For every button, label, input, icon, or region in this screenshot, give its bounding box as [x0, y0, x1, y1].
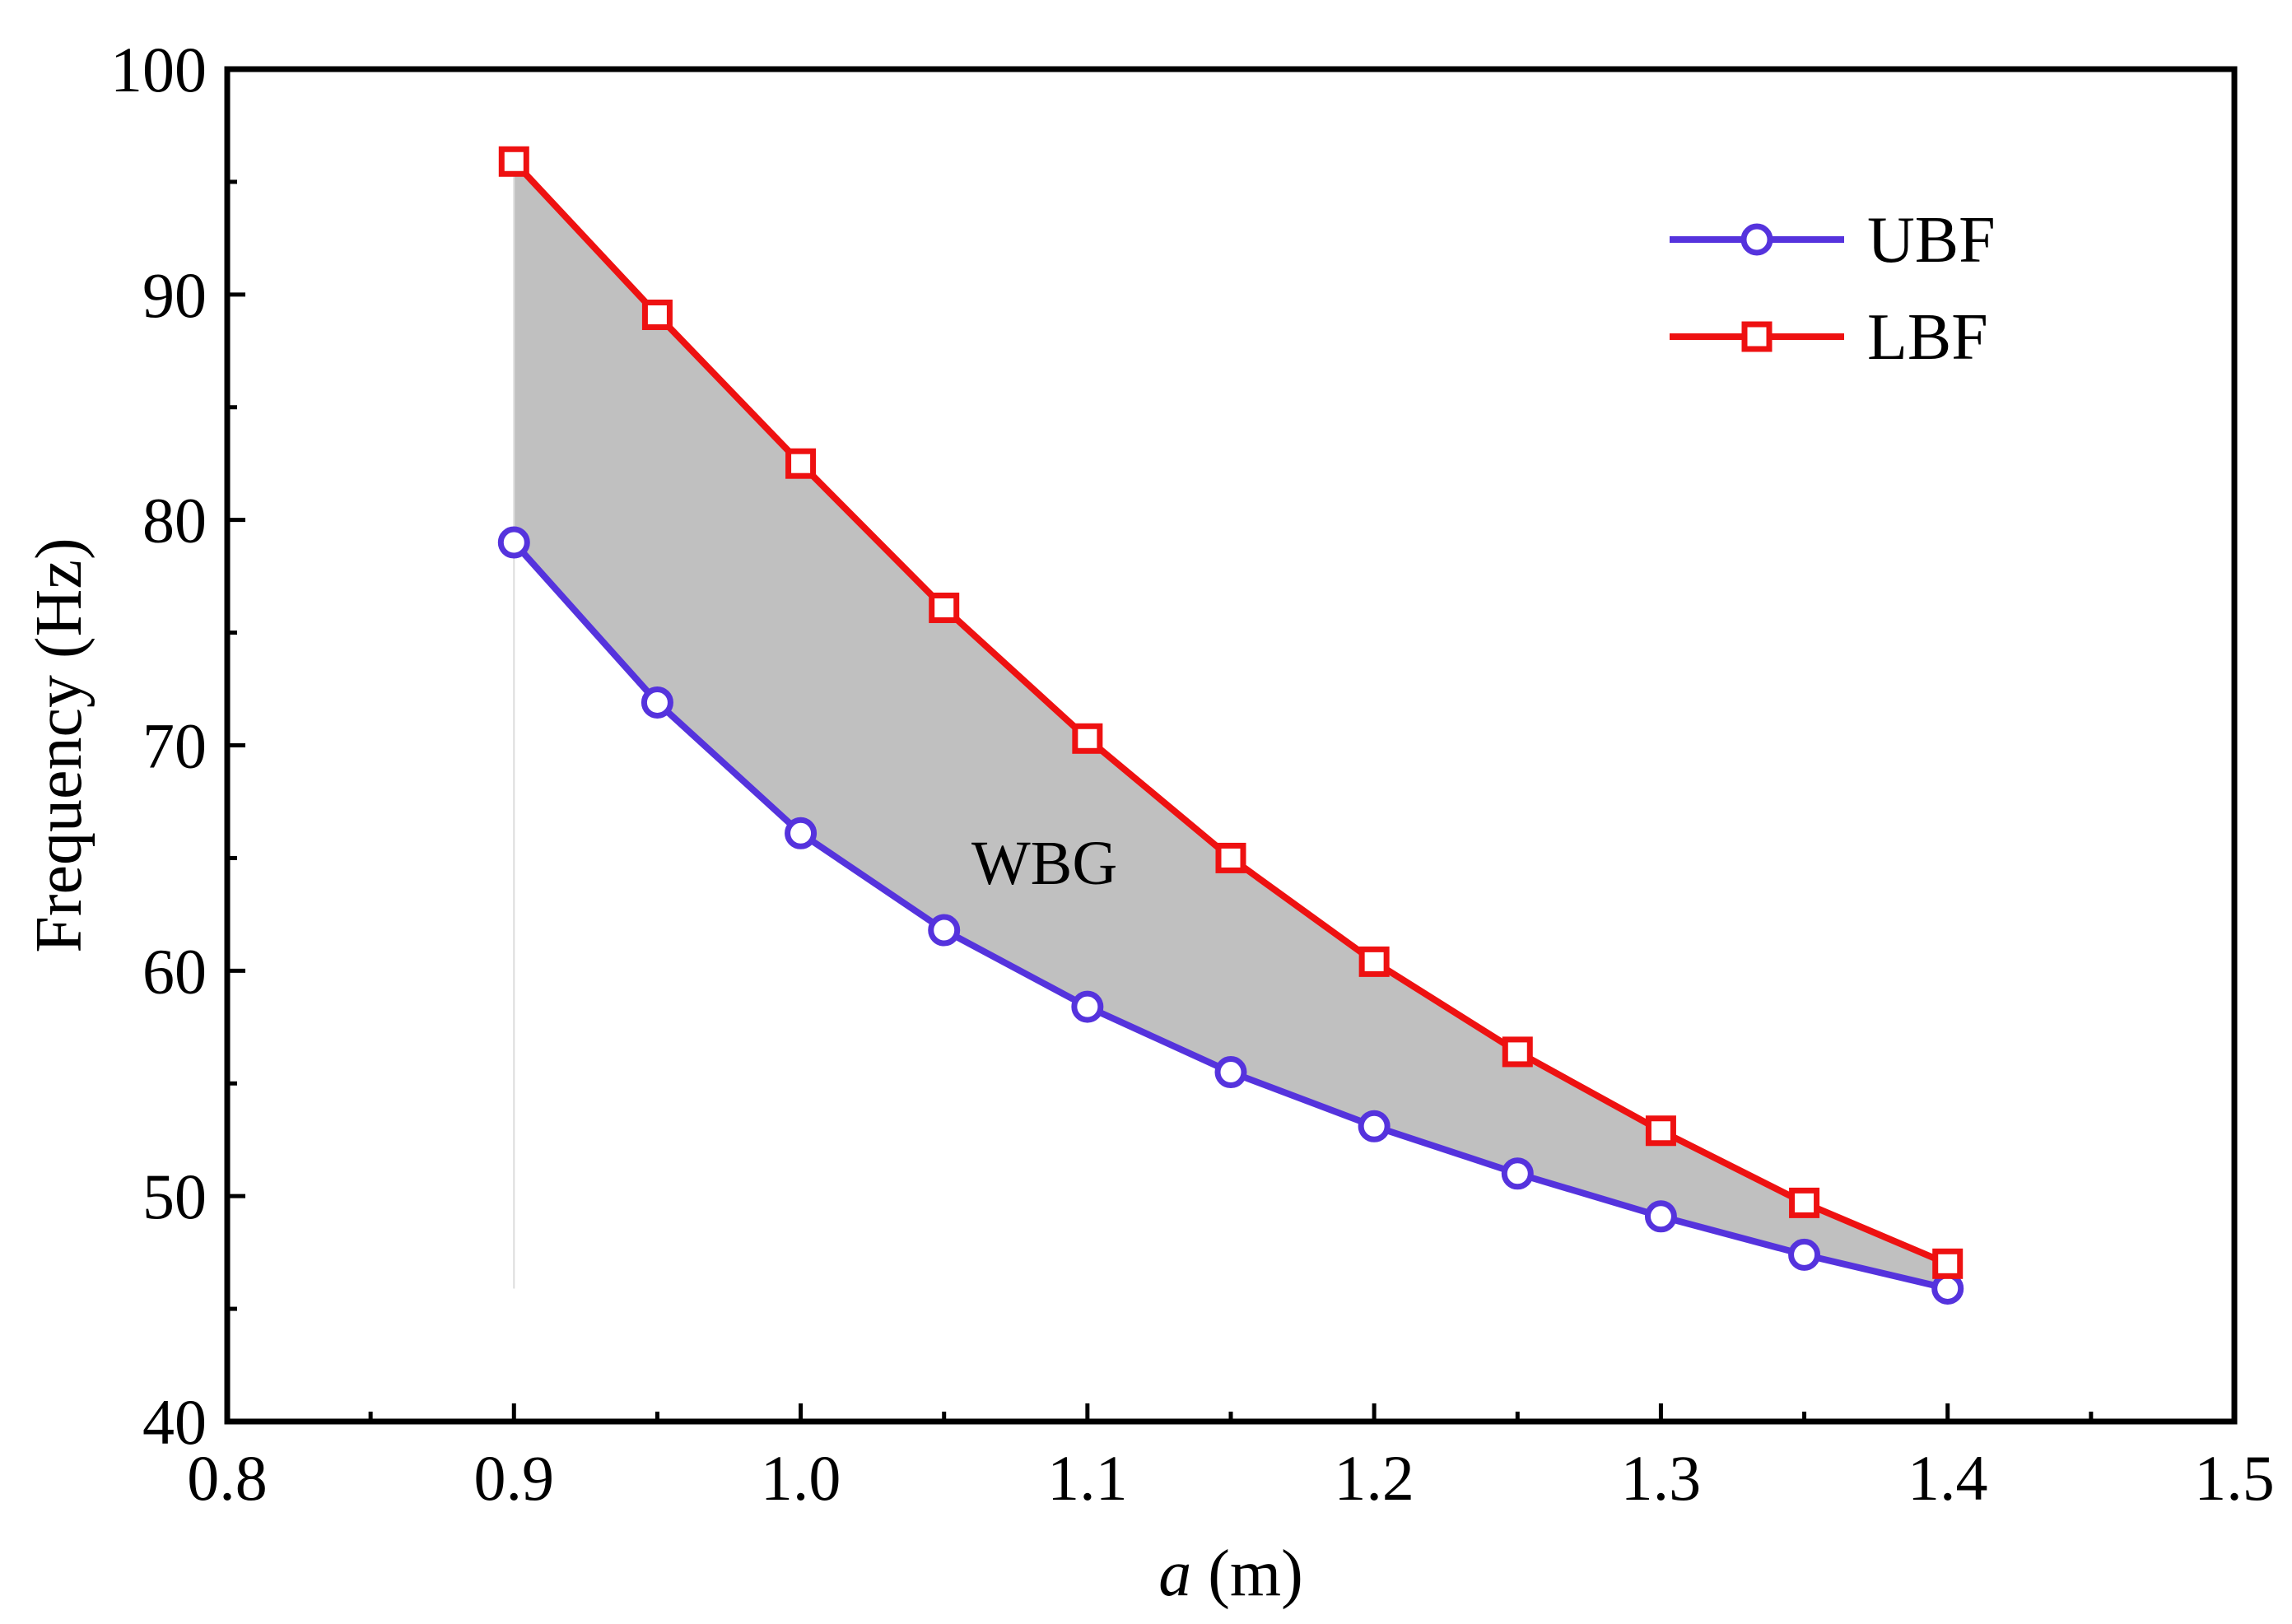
point-lbf	[1932, 1248, 1964, 1279]
series-ubf	[497, 526, 1964, 1305]
point-lbf	[785, 448, 817, 479]
y-tick-label: 90	[142, 259, 207, 331]
ticks-layer: 0.8 0.9 1.0 1.1 1.2 1.3 1.4 1.5 40 50 60 70 80 90 100	[110, 34, 2275, 1514]
y-tick-label: 70	[142, 710, 207, 782]
point-ubf	[497, 526, 530, 559]
band-label-wbg: WBG	[971, 829, 1117, 898]
x-tick-label: 1.4	[1908, 1442, 1988, 1514]
point-lbf	[1072, 723, 1103, 754]
legend-label-lbf: LBF	[1867, 301, 1988, 374]
x-tick-label: 1.3	[1621, 1442, 1702, 1514]
point-lbf	[498, 146, 529, 177]
legend-label-ubf: UBF	[1867, 204, 1996, 277]
point-ubf	[1071, 990, 1104, 1023]
x-axis-label-variable: a	[1158, 1538, 1191, 1610]
legend-marker-ubf	[1740, 223, 1773, 256]
point-ubf	[785, 817, 818, 849]
y-tick-label: 80	[142, 485, 207, 556]
point-ubf	[1788, 1238, 1821, 1271]
point-ubf	[641, 686, 673, 719]
legend-item-lbf: LBF	[1670, 301, 1988, 374]
y-tick-label: 40	[142, 1386, 207, 1458]
point-ubf	[1214, 1056, 1247, 1089]
legend-item-ubf: UBF	[1670, 204, 1996, 277]
point-lbf	[1215, 842, 1246, 873]
point-lbf	[1789, 1187, 1820, 1218]
x-tick-label: 0.8	[187, 1442, 268, 1514]
x-tick-label: 0.9	[474, 1442, 555, 1514]
y-tick-label: 100	[110, 34, 207, 105]
point-ubf	[1358, 1110, 1391, 1142]
x-tick-label: 1.0	[761, 1442, 841, 1514]
point-ubf	[1501, 1157, 1534, 1190]
x-axis-label: a (m)	[1158, 1538, 1303, 1610]
x-tick-label: 1.1	[1047, 1442, 1128, 1514]
point-lbf	[641, 299, 673, 330]
band-wbg	[513, 159, 1949, 1290]
point-lbf	[929, 592, 960, 623]
point-lbf	[1502, 1036, 1533, 1068]
series-lbf	[498, 146, 1964, 1279]
y-tick-label: 60	[142, 935, 207, 1007]
point-ubf	[1931, 1272, 1964, 1305]
legend-marker-lbf	[1741, 321, 1773, 352]
series-layer	[497, 146, 1964, 1305]
point-ubf	[1644, 1200, 1677, 1233]
point-ubf	[928, 914, 961, 947]
y-tick-label: 50	[142, 1161, 207, 1232]
point-lbf	[1358, 946, 1390, 977]
x-tick-label: 1.2	[1334, 1442, 1414, 1514]
x-tick-label: 1.5	[2194, 1442, 2275, 1514]
y-axis-label: Frequency (Hz)	[23, 537, 96, 952]
x-axis-label-unit: (m)	[1191, 1538, 1303, 1610]
band-layer	[513, 159, 1949, 1290]
legend: UBF LBF	[1670, 204, 1996, 374]
point-lbf	[1645, 1115, 1676, 1147]
